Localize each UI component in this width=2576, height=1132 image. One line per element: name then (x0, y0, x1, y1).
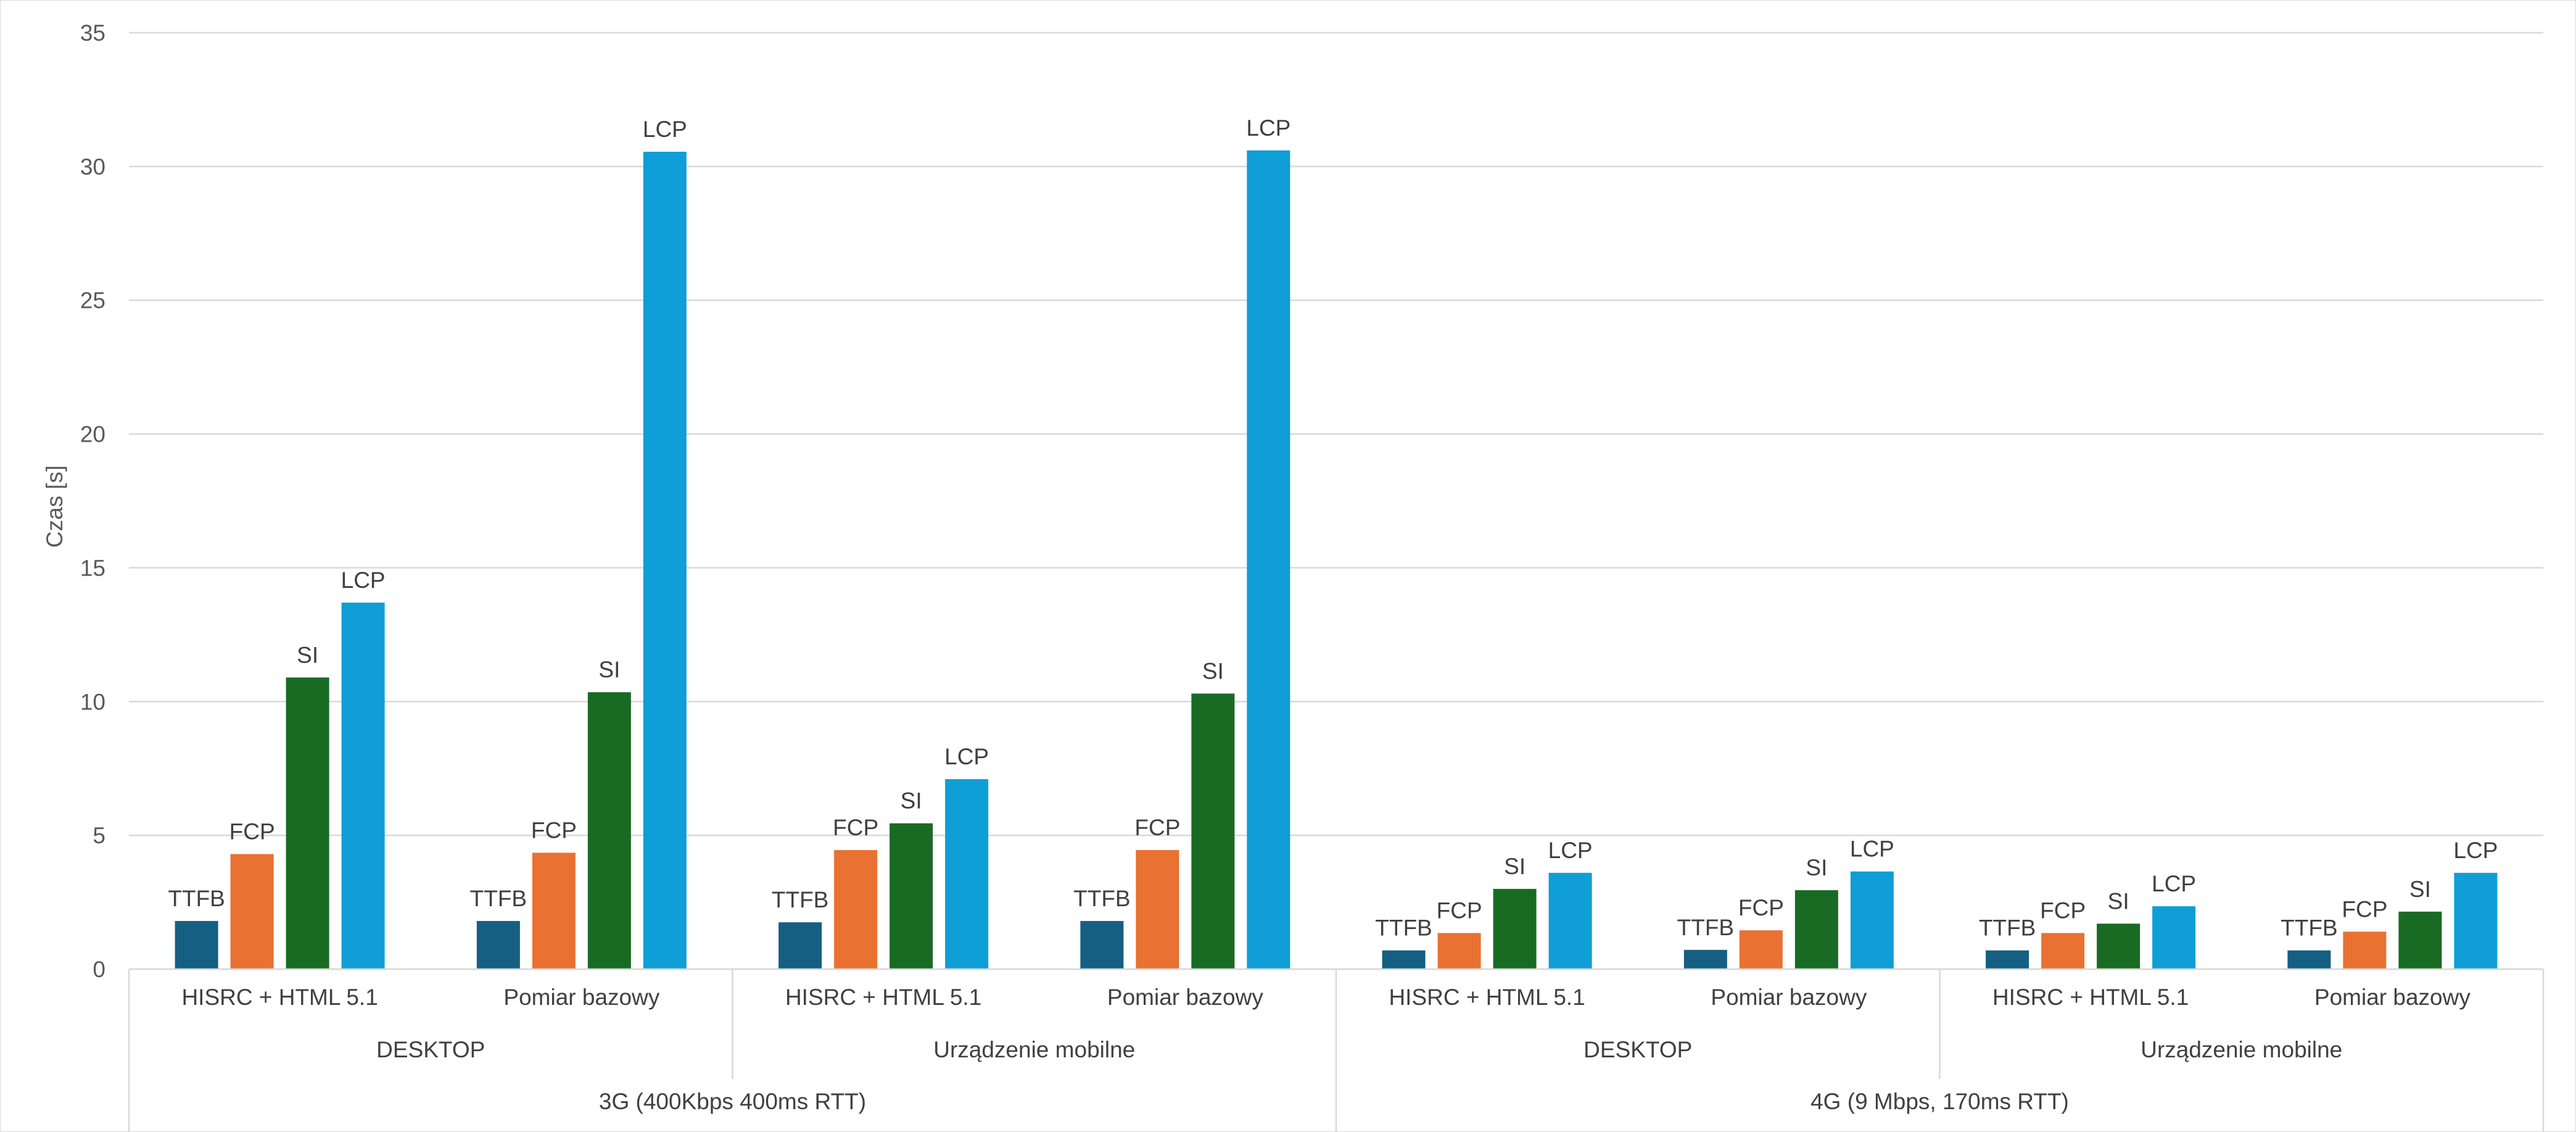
y-tick-label: 0 (93, 957, 105, 982)
data-label: FCP (1134, 815, 1180, 840)
bar-fcp (1437, 933, 1481, 969)
bar-lcp (1247, 150, 1290, 970)
data-label: SI (297, 642, 318, 667)
data-label: LCP (1548, 838, 1593, 863)
data-label: SI (1202, 658, 1224, 684)
y-tick-label: 35 (80, 20, 105, 46)
data-label: FCP (2040, 898, 2086, 923)
data-label: FCP (1738, 895, 1784, 920)
bar-fcp (834, 849, 878, 969)
data-label: SI (2409, 877, 2431, 902)
data-label: TTFB (1979, 915, 2036, 941)
x-category-label: Pomiar bazowy (503, 985, 659, 1010)
y-axis-title: Czas [s] (42, 465, 67, 548)
data-label: TTFB (168, 886, 225, 911)
data-label: SI (1806, 855, 1827, 880)
x-network-label: 3G (400Kbps 400ms RTT) (599, 1089, 866, 1114)
data-label: SI (598, 657, 620, 682)
data-label: LCP (1246, 115, 1290, 141)
bar-si (2097, 923, 2140, 969)
bar-si (1794, 890, 1838, 969)
data-label: FCP (833, 815, 878, 840)
x-axis: HISRC + HTML 5.1 Pomiar bazowy HISRC + HTM… (128, 968, 2545, 1131)
bar-ttfb (778, 922, 822, 969)
data-label: TTFB (772, 887, 828, 912)
data-label: LCP (2152, 871, 2196, 896)
data-labels: TTFBFCPSILCPTTFBFCPSILCPTTFBFCPSILCPTTFB… (168, 115, 2498, 941)
bar-ttfb (1080, 920, 1124, 969)
bar-ttfb (175, 920, 218, 969)
data-label: LCP (2453, 838, 2498, 863)
data-label: TTFB (2281, 915, 2337, 941)
x-category-label: HISRC + HTML 5.1 (1992, 985, 2189, 1010)
data-label: SI (901, 788, 922, 814)
y-tick-label: 30 (80, 154, 105, 180)
y-tick-label: 10 (80, 689, 105, 714)
bar-si (2398, 911, 2442, 969)
x-category-label: HISRC + HTML 5.1 (1389, 985, 1585, 1010)
bar-lcp (1548, 872, 1592, 969)
bar-si (286, 677, 329, 969)
bar-lcp (341, 602, 385, 969)
bar-lcp (1850, 871, 1894, 969)
x-category-label: Pomiar bazowy (1711, 985, 1867, 1010)
bar-fcp (2041, 933, 2085, 969)
bar-lcp (643, 152, 687, 970)
bar-fcp (230, 854, 274, 969)
x-device-label: Urządzenie mobilne (933, 1037, 1135, 1062)
bar-fcp (1136, 849, 1179, 969)
x-category-label: Pomiar bazowy (2314, 985, 2471, 1010)
data-label: SI (1504, 854, 1525, 879)
bar-fcp (2343, 932, 2387, 969)
data-label: FCP (1437, 898, 1482, 923)
bar-si (1191, 693, 1235, 969)
data-label: TTFB (1073, 886, 1130, 911)
data-label: LCP (643, 117, 687, 142)
y-axis-ticks: 0 5 10 15 20 25 30 35 (80, 20, 105, 982)
y-tick-label: 5 (93, 823, 105, 848)
x-category-label: HISRC + HTML 5.1 (181, 985, 378, 1010)
x-category-label: Pomiar bazowy (1107, 985, 1263, 1010)
data-label: LCP (1850, 837, 1894, 862)
bar-si (890, 823, 933, 969)
bar-ttfb (476, 920, 520, 969)
data-label: TTFB (470, 886, 527, 911)
bars (175, 150, 2498, 970)
bar-si (1493, 888, 1537, 969)
bar-lcp (945, 779, 989, 969)
bar-si (587, 692, 631, 969)
bar-ttfb (1683, 949, 1727, 969)
data-label: FCP (2342, 896, 2387, 922)
bar-fcp (532, 853, 576, 969)
gridlines (129, 31, 2543, 970)
x-network-label: 4G (9 Mbps, 170ms RTT) (1810, 1089, 2069, 1114)
bar-lcp (2454, 872, 2498, 969)
x-device-label: DESKTOP (376, 1037, 485, 1062)
data-label: TTFB (1375, 915, 1432, 941)
bar-ttfb (1382, 950, 1426, 969)
y-tick-label: 20 (80, 422, 105, 447)
y-tick-label: 25 (80, 288, 105, 313)
bar-ttfb (1986, 950, 2029, 969)
x-device-label: Urządzenie mobilne (2140, 1037, 2342, 1062)
x-device-label: DESKTOP (1583, 1037, 1692, 1062)
data-label: SI (2108, 888, 2129, 914)
bar-ttfb (2287, 950, 2331, 969)
bar-fcp (1739, 930, 1783, 969)
y-tick-label: 15 (80, 555, 105, 580)
bar-lcp (2152, 906, 2196, 969)
data-label: LCP (944, 744, 989, 769)
data-label: TTFB (1677, 915, 1734, 940)
data-label: FCP (229, 819, 275, 845)
data-label: FCP (531, 817, 577, 843)
data-label: LCP (341, 568, 386, 593)
x-category-label: HISRC + HTML 5.1 (785, 985, 981, 1010)
